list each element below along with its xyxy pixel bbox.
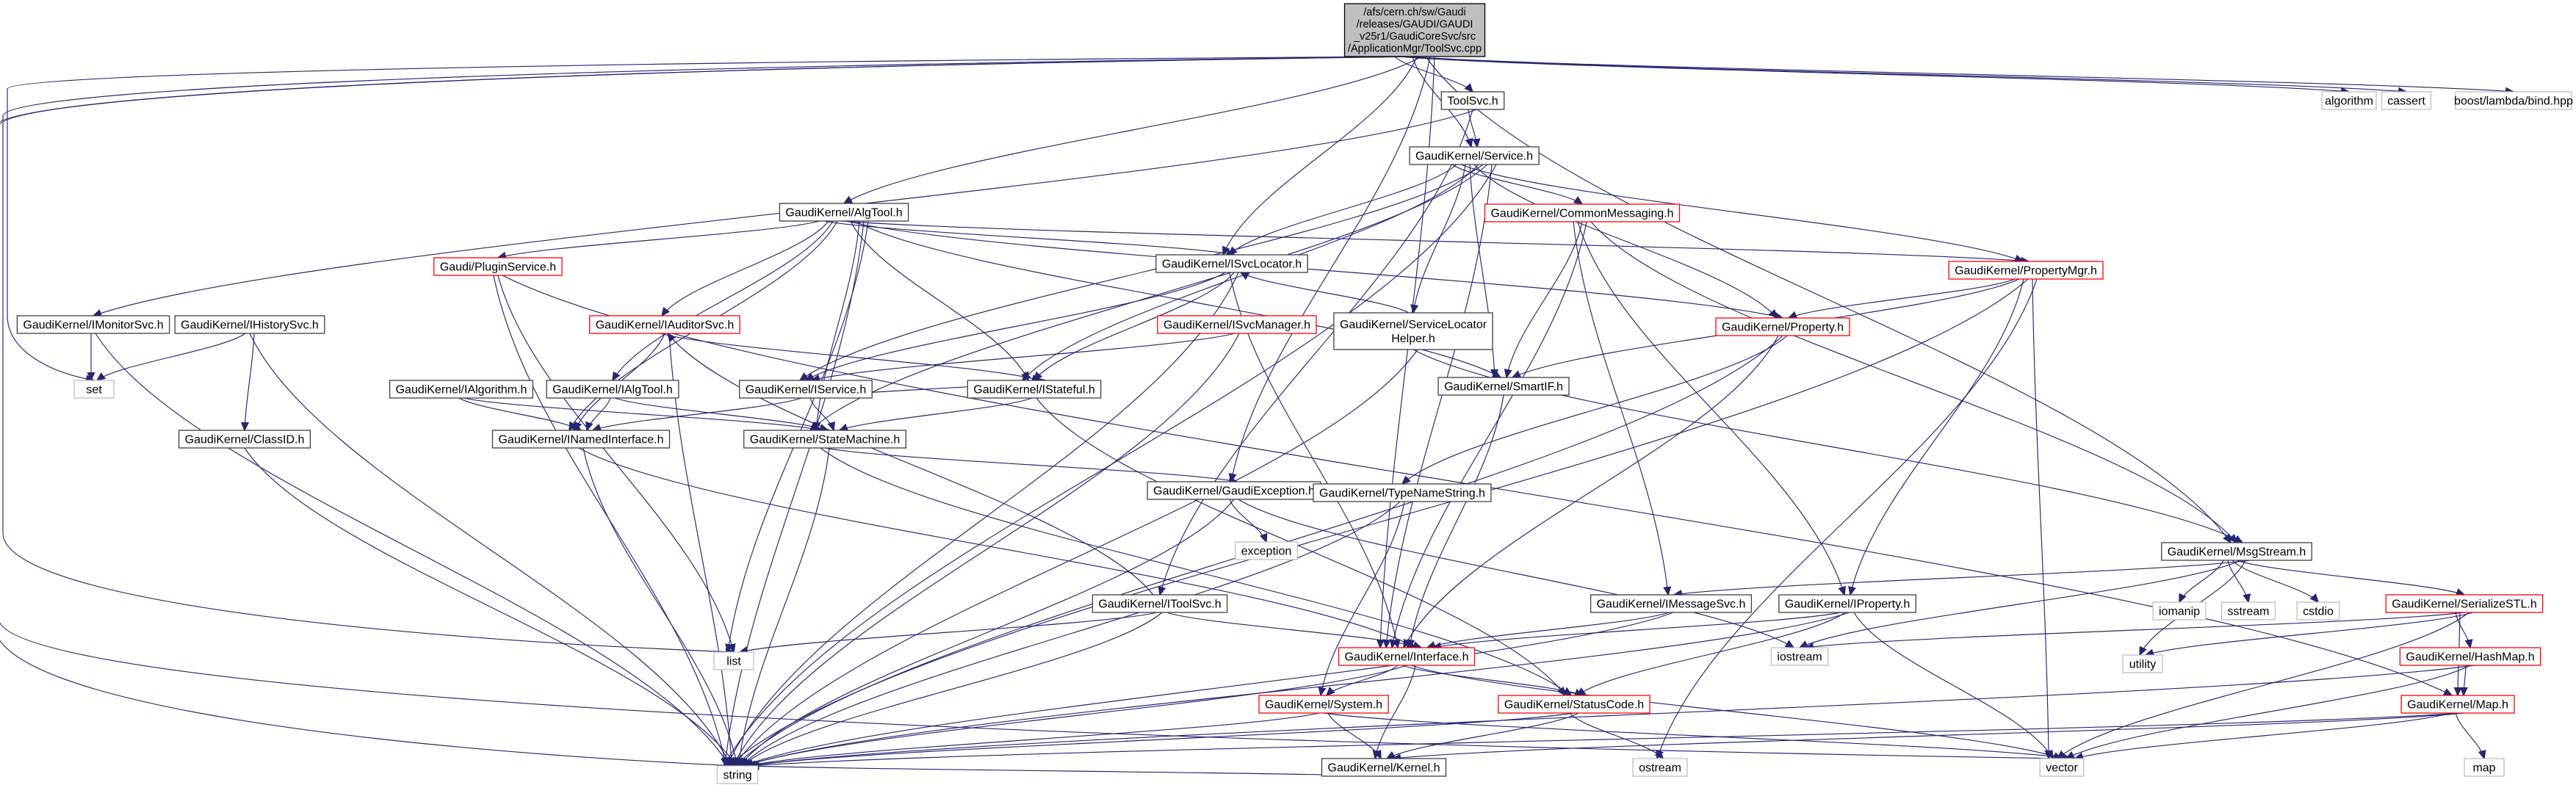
svg-text:GaudiKernel/Interface.h: GaudiKernel/Interface.h (1345, 651, 1469, 663)
svg-text:GaudiKernel/AlgTool.h: GaudiKernel/AlgTool.h (785, 206, 902, 219)
svg-text:GaudiKernel/HashMap.h: GaudiKernel/HashMap.h (2406, 651, 2534, 663)
svg-text:GaudiKernel/ClassID.h: GaudiKernel/ClassID.h (185, 433, 305, 446)
svg-text:GaudiKernel/ISvcLocator.h: GaudiKernel/ISvcLocator.h (1162, 258, 1302, 270)
svg-text:/afs/cern.ch/sw/Gaudi: /afs/cern.ch/sw/Gaudi (1363, 7, 1465, 18)
svg-text:GaudiKernel/PropertyMgr.h: GaudiKernel/PropertyMgr.h (1955, 264, 2097, 277)
svg-text:map: map (2472, 762, 2495, 774)
svg-text:GaudiKernel/ISvcManager.h: GaudiKernel/ISvcManager.h (1163, 319, 1310, 331)
svg-text:/releases/GAUDI/GAUDI: /releases/GAUDI/GAUDI (1357, 18, 1473, 30)
svg-text:GaudiKernel/IAuditorSvc.h: GaudiKernel/IAuditorSvc.h (596, 319, 735, 331)
svg-text:ostream: ostream (1639, 762, 1681, 774)
svg-text:_v25r1/GaudiCoreSvc/src: _v25r1/GaudiCoreSvc/src (1353, 31, 1476, 43)
svg-text:GaudiKernel/MsgStream.h: GaudiKernel/MsgStream.h (2168, 546, 2306, 558)
svg-text:GaudiKernel/TypeNameString.h: GaudiKernel/TypeNameString.h (1319, 487, 1485, 499)
svg-text:GaudiKernel/Map.h: GaudiKernel/Map.h (2407, 698, 2508, 711)
svg-text:GaudiKernel/IStateful.h: GaudiKernel/IStateful.h (973, 383, 1094, 396)
svg-text:cassert: cassert (2387, 95, 2425, 107)
svg-text:GaudiKernel/StatusCode.h: GaudiKernel/StatusCode.h (1504, 698, 1644, 711)
svg-text:GaudiKernel/INamedInterface.h: GaudiKernel/INamedInterface.h (498, 433, 663, 446)
svg-text:set: set (86, 383, 102, 396)
svg-text:GaudiKernel/Kernel.h: GaudiKernel/Kernel.h (1328, 762, 1440, 774)
svg-text:Gaudi/PluginService.h: Gaudi/PluginService.h (440, 261, 556, 273)
svg-text:GaudiKernel/IService.h: GaudiKernel/IService.h (746, 383, 867, 396)
svg-text:/ApplicationMgr/ToolSvc.cpp: /ApplicationMgr/ToolSvc.cpp (1348, 43, 1482, 54)
svg-text:list: list (726, 655, 741, 668)
svg-text:GaudiKernel/IAlgTool.h: GaudiKernel/IAlgTool.h (552, 383, 673, 396)
svg-text:GaudiKernel/IMonitorSvc.h: GaudiKernel/IMonitorSvc.h (23, 319, 163, 331)
svg-text:iostream: iostream (1777, 651, 1822, 663)
svg-text:GaudiKernel/IProperty.h: GaudiKernel/IProperty.h (1785, 598, 1910, 610)
svg-text:GaudiKernel/SerializeSTL.h: GaudiKernel/SerializeSTL.h (2392, 598, 2536, 610)
svg-text:GaudiKernel/IMessageSvc.h: GaudiKernel/IMessageSvc.h (1597, 598, 1746, 610)
svg-text:iomanip: iomanip (2159, 605, 2200, 618)
svg-text:cstdio: cstdio (2303, 605, 2334, 618)
svg-text:GaudiKernel/StateMachine.h: GaudiKernel/StateMachine.h (750, 433, 901, 446)
svg-text:GaudiKernel/IToolSvc.h: GaudiKernel/IToolSvc.h (1098, 598, 1221, 610)
svg-text:GaudiKernel/Property.h: GaudiKernel/Property.h (1722, 321, 1844, 333)
svg-text:algorithm: algorithm (2325, 95, 2373, 107)
svg-text:GaudiKernel/ServiceLocator: GaudiKernel/ServiceLocator (1340, 319, 1487, 331)
svg-text:GaudiKernel/Service.h: GaudiKernel/Service.h (1415, 150, 1533, 162)
svg-text:Helper.h: Helper.h (1391, 333, 1435, 345)
svg-text:boost/lambda/bind.hpp: boost/lambda/bind.hpp (2454, 95, 2573, 107)
svg-text:GaudiKernel/CommonMessaging.h: GaudiKernel/CommonMessaging.h (1490, 207, 1673, 220)
svg-text:string: string (723, 769, 751, 781)
svg-text:vector: vector (2046, 762, 2078, 774)
svg-text:sstream: sstream (2228, 605, 2270, 618)
svg-text:utility: utility (2129, 658, 2156, 670)
svg-text:GaudiKernel/IHistorySvc.h: GaudiKernel/IHistorySvc.h (181, 319, 319, 331)
svg-text:GaudiKernel/SmartIF.h: GaudiKernel/SmartIF.h (1444, 380, 1563, 393)
svg-text:GaudiKernel/GaudiException.h: GaudiKernel/GaudiException.h (1153, 485, 1315, 497)
svg-text:GaudiKernel/IAlgorithm.h: GaudiKernel/IAlgorithm.h (396, 383, 527, 396)
svg-text:ToolSvc.h: ToolSvc.h (1447, 95, 1498, 107)
svg-text:exception: exception (1241, 545, 1292, 557)
svg-text:GaudiKernel/System.h: GaudiKernel/System.h (1265, 698, 1382, 711)
